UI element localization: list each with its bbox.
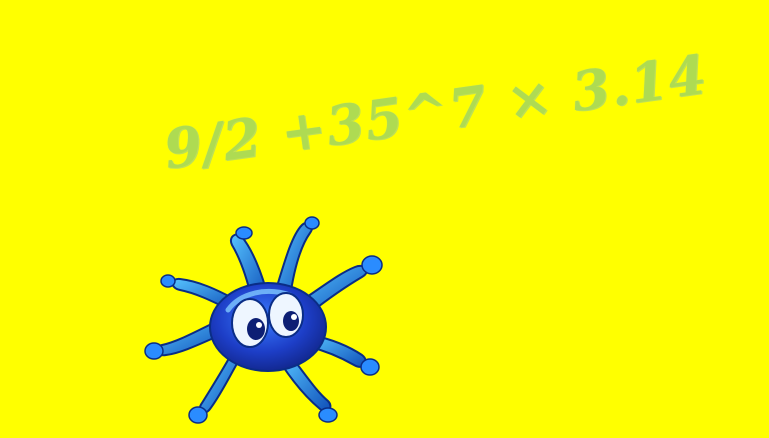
math-formula: 9/2 +35^7 × 3.14 [160, 41, 711, 182]
splat-droplets [144, 216, 383, 424]
splat-eyes [231, 292, 304, 348]
blue-splat-character-icon [144, 216, 383, 424]
